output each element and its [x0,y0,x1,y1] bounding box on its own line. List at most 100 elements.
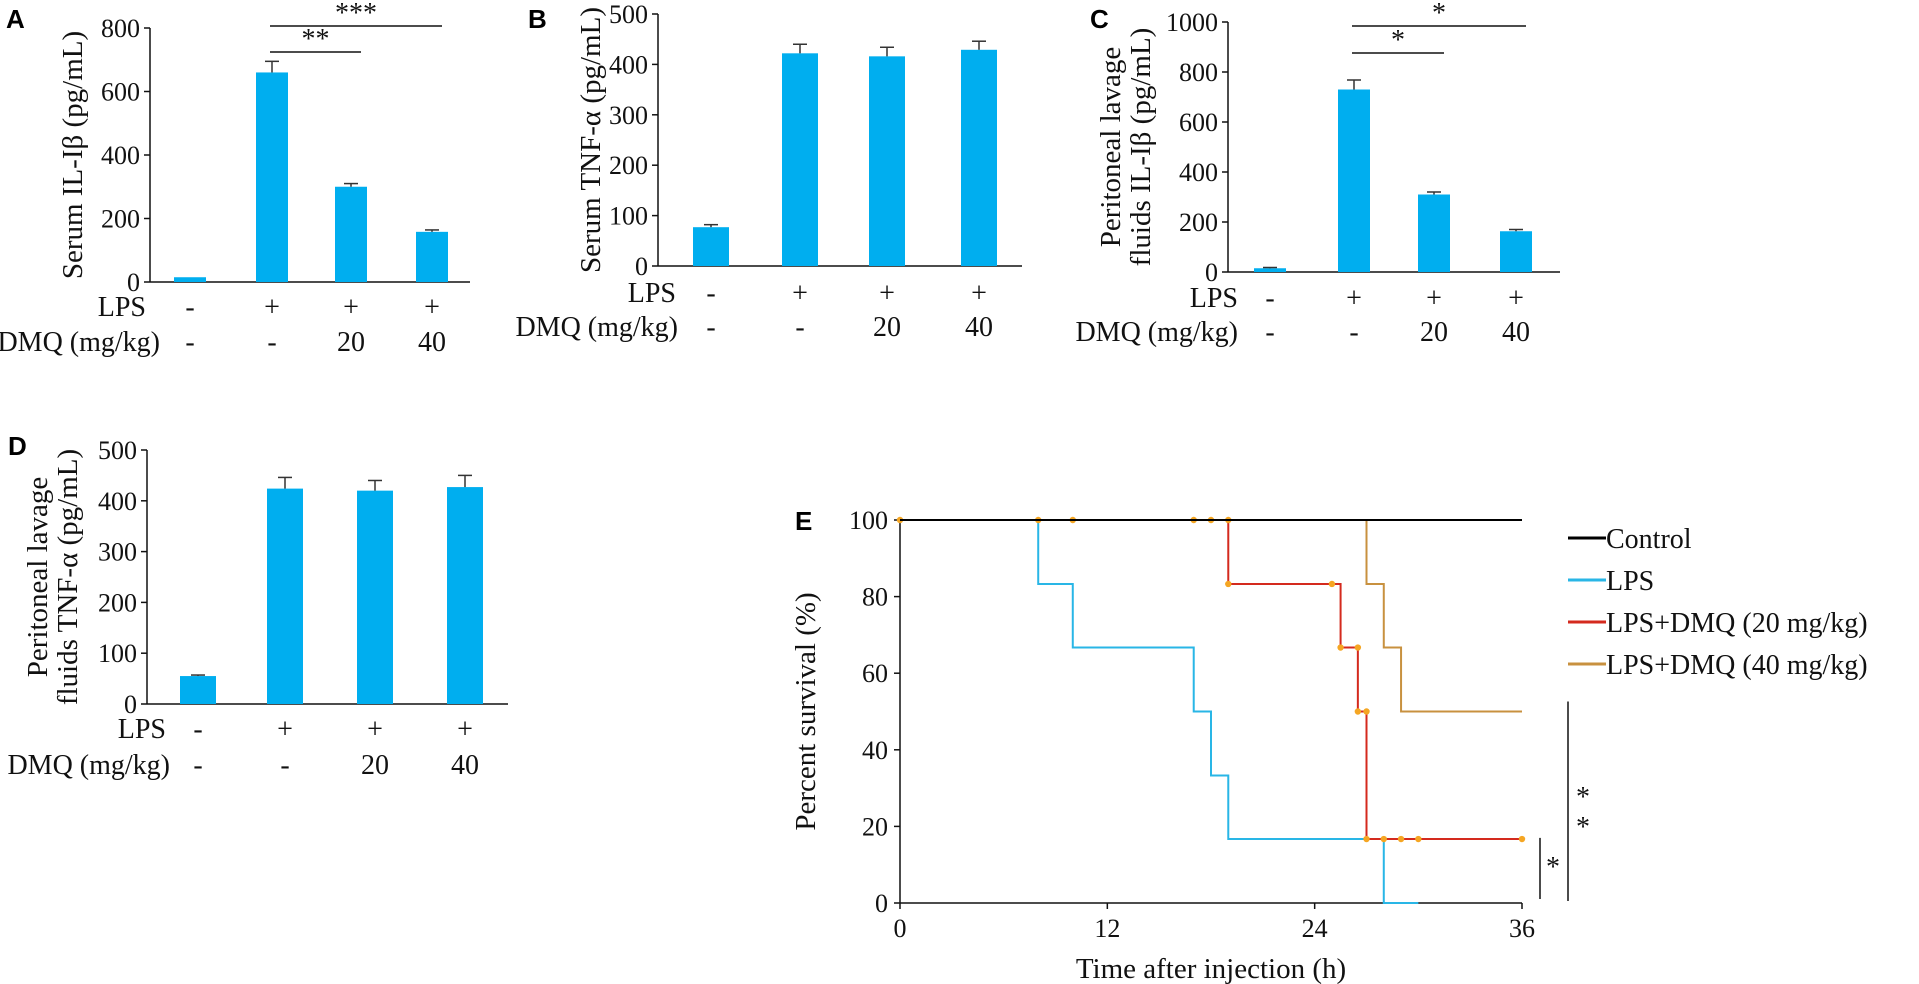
legend-entry: LPS+DMQ (40 mg/kg) [1606,650,1868,681]
y-tick-label: 0 [124,690,137,719]
condition-label: LPS [118,714,166,745]
condition-value: - [706,278,715,309]
y-tick-label: 400 [101,141,140,170]
censor-mark [1415,835,1422,843]
panel-letter: C [1090,4,1109,34]
y-tick-label: 0 [875,889,888,918]
y-tick-label: 400 [98,487,137,516]
condition-value: 20 [337,327,365,358]
y-axis-label: Percent survival (%) [790,592,822,830]
condition-label: DMQ (mg/kg) [515,312,678,343]
condition-label: LPS [1190,283,1238,314]
censor-mark [1397,835,1405,843]
y-tick-label: 800 [101,14,140,43]
survival-line [900,519,1522,713]
bar [1418,194,1450,272]
condition-value: - [1265,317,1274,348]
condition-value: - [193,714,202,745]
significance-label: ** [1576,782,1590,843]
condition-value: 40 [418,327,446,358]
y-axis-label: Peritoneal lavage [22,477,54,678]
condition-value: + [1508,283,1524,314]
y-tick-label: 0 [635,252,648,281]
panel-a: A 0 200 400 600 800 Serum IL-Iβ (pg/mL) LPS - + + +… [0,0,470,358]
panel-d: D 0 100 200 300 400 500 Peritoneal lavagefluids… [7,431,508,781]
condition-value: + [879,278,895,309]
y-tick-label: 600 [101,78,140,107]
censor-mark [1354,708,1362,715]
censor-mark [1380,835,1387,843]
y-tick-label: 0 [1205,258,1218,287]
censor-mark [1363,708,1370,715]
bar [869,56,905,266]
y-tick-label: 300 [609,101,648,130]
y-tick-label: 60 [862,659,888,688]
survival-line [900,519,1522,841]
condition-value: + [1426,283,1442,314]
x-tick-label: 24 [1302,914,1328,943]
censor-mark [1518,835,1526,843]
significance-label: * [1432,0,1446,29]
condition-value: - [706,312,715,343]
y-tick-label: 200 [98,588,137,617]
y-tick-label: 400 [609,50,648,79]
bar [256,72,288,282]
condition-value: + [343,292,359,323]
condition-value: + [424,292,440,323]
condition-value: - [280,750,289,781]
bar [267,488,303,704]
bar [782,53,818,267]
condition-value: + [264,292,280,323]
y-tick-label: 500 [98,436,137,465]
y-tick-label: 0 [127,268,140,297]
bar [180,676,216,704]
y-tick-label: 300 [98,538,137,567]
bar [174,277,206,282]
y-axis-label: fluids TNF-α (pg/mL) [52,449,84,705]
significance-label: ** [302,24,330,55]
survival-line [900,519,1419,904]
y-tick-label: 600 [1179,108,1218,137]
panel-e: E 0 20 40 60 80 100 0 12 24 36 Time after injection… [790,506,1868,984]
x-tick-label: 12 [1094,914,1120,943]
condition-value: 20 [1420,317,1448,348]
panel-c: C 0 200 400 600 800 1000 Peritoneal lavagefluid… [1075,0,1560,348]
bar [335,186,367,282]
significance-label: *** [335,0,377,29]
bar [1500,231,1532,272]
panel-letter: D [8,431,27,461]
condition-value: - [185,327,194,358]
condition-value: - [1349,317,1358,348]
y-tick-label: 100 [609,202,648,231]
y-tick-label: 1000 [1166,8,1218,37]
y-tick-label: 100 [98,639,137,668]
condition-value: + [971,278,987,309]
censor-mark [1363,835,1370,843]
significance-label: * [1391,25,1405,56]
y-tick-label: 200 [101,205,140,234]
y-tick-label: 80 [862,583,888,612]
significance-label: * [1546,852,1560,883]
legend-entry: LPS [1606,566,1654,597]
bar [1338,89,1370,272]
condition-value: - [1265,283,1274,314]
condition-value: + [1346,283,1362,314]
y-tick-label: 200 [1179,208,1218,237]
condition-value: 40 [965,312,993,343]
bar [416,231,448,282]
condition-value: - [185,292,194,323]
condition-label: DMQ (mg/kg) [7,750,170,781]
y-axis-label: Peritoneal lavage [1095,47,1127,248]
censor-mark [1225,580,1232,588]
condition-value: + [457,714,473,745]
legend-entry: LPS+DMQ (20 mg/kg) [1606,608,1868,639]
condition-value: 40 [451,750,479,781]
condition-value: 20 [361,750,389,781]
x-tick-label: 0 [894,914,907,943]
condition-value: + [277,714,293,745]
bar [961,49,997,267]
x-tick-label: 36 [1509,914,1535,943]
censor-mark [1328,580,1336,588]
